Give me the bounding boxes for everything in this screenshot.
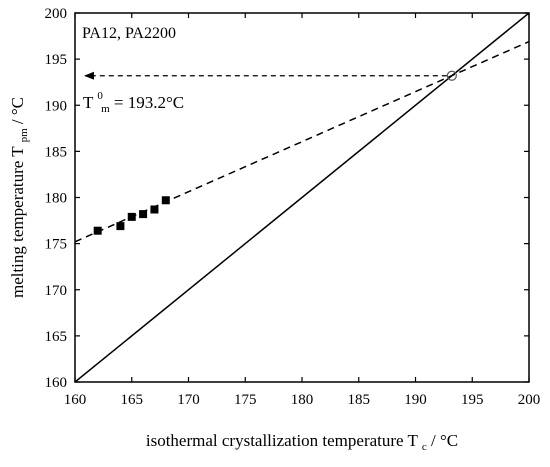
x-tick-label: 165 <box>121 392 144 408</box>
x-tick-label: 185 <box>348 392 371 408</box>
x-axis-title-unit: / °C <box>431 431 458 450</box>
x-tick-label: 180 <box>291 392 314 408</box>
y-axis-title-subscript: pm <box>18 128 30 143</box>
annotation-subscript: m <box>101 103 110 115</box>
x-tick-label: 195 <box>461 392 484 408</box>
annotation-melting-temperature: T 0 m = 193.2°C <box>83 84 184 116</box>
y-tick-label: 200 <box>45 6 68 22</box>
points-layer <box>93 196 170 235</box>
lines-layer <box>74 12 530 383</box>
x-axis-title-main: isothermal crystallization temperature T <box>146 431 419 450</box>
y-tick-label: 175 <box>45 237 68 253</box>
x-axis-title-subscript: c <box>422 441 427 453</box>
annotation-value-text: = 193.2°C <box>114 93 184 112</box>
y-tick-label: 195 <box>45 52 68 68</box>
x-tick-label: 190 <box>404 392 427 408</box>
data-point <box>150 205 159 214</box>
data-point <box>139 210 148 219</box>
extrapolation-dashed-line <box>74 40 530 243</box>
y-tick-label: 185 <box>45 144 68 160</box>
data-point <box>116 222 125 231</box>
y-tick-label: 160 <box>45 375 68 391</box>
y-axis-title-main: melting temperature T <box>8 146 27 298</box>
x-tick-label: 200 <box>518 392 541 408</box>
annotation-symbol: T <box>83 93 94 112</box>
x-tick-label: 175 <box>234 392 257 408</box>
intersection-marker <box>446 70 457 81</box>
x-tick-label: 160 <box>64 392 87 408</box>
y-tick-label: 165 <box>45 329 68 345</box>
data-point <box>127 212 136 221</box>
y-tick-label: 190 <box>45 98 68 114</box>
equality-line <box>74 12 530 383</box>
y-axis-title: melting temperature T pm / °C <box>8 97 31 298</box>
data-point <box>93 226 102 235</box>
x-axis-title: isothermal crystallization temperature T… <box>146 431 458 454</box>
ticks-layer <box>74 12 530 383</box>
x-tick-label: 170 <box>177 392 200 408</box>
tick-labels-layer: 160 165 170 175 180 185 190 195 200 160 165 170 175 1… <box>45 6 541 408</box>
y-tick-label: 170 <box>45 283 68 299</box>
y-tick-label: 180 <box>45 191 68 207</box>
series-label: PA12, PA2200 <box>82 25 176 42</box>
y-axis-title-unit: / °C <box>8 97 27 124</box>
data-point <box>161 196 170 205</box>
annotation-superscript: 0 <box>97 90 103 102</box>
